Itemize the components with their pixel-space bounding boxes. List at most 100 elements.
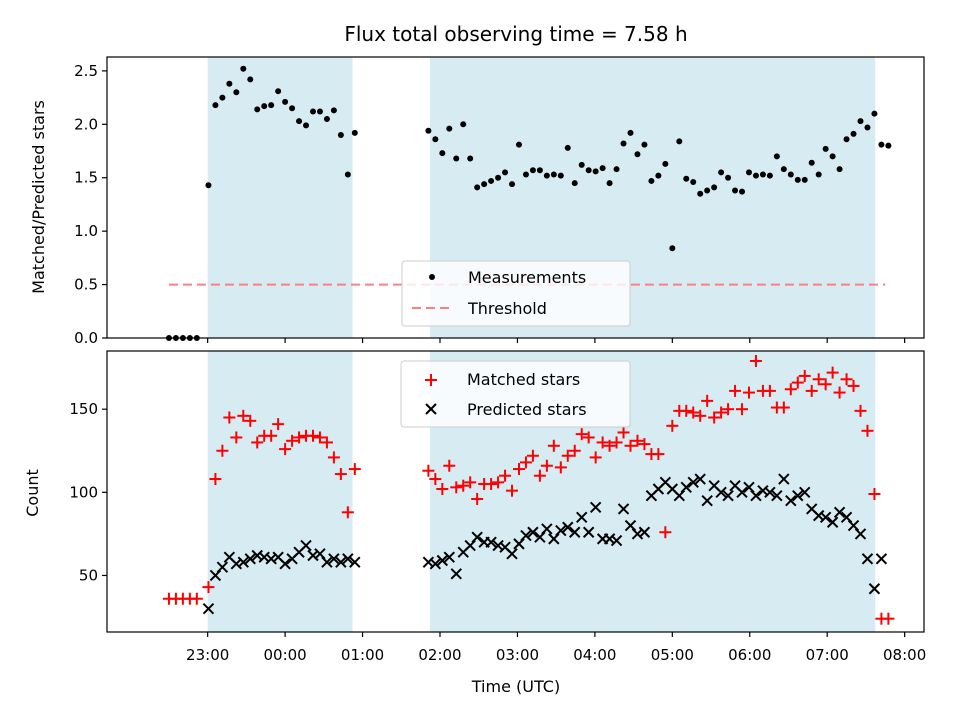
- legend-predicted-label: Predicted stars: [467, 400, 587, 419]
- predicted-star-point: [833, 506, 846, 518]
- matched-star-point: [443, 459, 456, 472]
- matched-star-point: [680, 404, 693, 417]
- measurement-point: [536, 167, 543, 174]
- measurement-point: [268, 102, 275, 109]
- measurement-point: [446, 125, 453, 132]
- y-tick-label: 1.5: [74, 169, 98, 187]
- matched-star-point: [429, 473, 442, 486]
- y-tick-label: 2.5: [74, 62, 98, 80]
- ratio-panel: 0.0 0.5 1.0 1.5 2.0 2.5 Matched/Predicted sta…: [29, 56, 925, 347]
- measurement-point: [871, 110, 878, 117]
- predicted-star-point: [680, 481, 692, 494]
- measurement-point: [683, 175, 690, 182]
- predicted-star-point: [736, 486, 748, 499]
- predicted-star-point: [443, 551, 455, 563]
- x-axis-label: Time (UTC): [471, 677, 560, 696]
- measurement-point: [801, 176, 808, 183]
- measurement-point: [529, 167, 536, 174]
- matched-star-point: [805, 384, 818, 397]
- predicted-star-point: [216, 561, 229, 573]
- predicted-star-point: [471, 531, 483, 543]
- matched-star-point: [631, 434, 644, 447]
- measurement-point: [843, 136, 850, 143]
- matched-star-point: [230, 431, 243, 444]
- measurement-point: [864, 124, 871, 131]
- measurement-point: [474, 184, 481, 191]
- predicted-star-point: [778, 473, 790, 485]
- measurement-point: [732, 187, 739, 194]
- matched-star-point: [687, 406, 700, 419]
- legend-matched-marker: [425, 374, 437, 386]
- predicted-star-point: [342, 553, 354, 565]
- legend-measurement-marker: [429, 274, 435, 280]
- measurement-point: [773, 153, 780, 160]
- measurement-point: [697, 190, 704, 197]
- measurement-point: [766, 172, 773, 179]
- matched-star-point: [554, 461, 567, 474]
- matched-star-point: [506, 484, 519, 497]
- x-tick-label: 07:00: [806, 646, 849, 664]
- count-axes-frame: [106, 350, 925, 633]
- matched-star-point: [596, 436, 609, 449]
- measurement-point: [634, 151, 641, 158]
- x-tick-label: 01:00: [341, 646, 384, 664]
- matched-star-point: [422, 464, 435, 477]
- measurement-point: [794, 176, 801, 183]
- matched-star-point: [547, 439, 560, 452]
- observing-window-1: [207, 57, 353, 338]
- predicted-star-point: [335, 556, 347, 568]
- measurement-point: [822, 145, 829, 152]
- predicted-star-point: [541, 523, 553, 535]
- measurement-point: [752, 172, 759, 179]
- matched-star-point: [729, 384, 742, 397]
- y-tick-label: 100: [69, 483, 98, 501]
- matched-star-point: [791, 376, 804, 389]
- predicted-star-point: [750, 489, 762, 502]
- measurement-point: [718, 169, 725, 176]
- predicted-star-point: [638, 526, 651, 538]
- matched-star-point: [868, 487, 881, 500]
- legend-matched-label: Matched stars: [467, 370, 580, 389]
- matched-star-point: [708, 411, 721, 424]
- measurement-point: [219, 94, 226, 101]
- matched-star-point: [190, 592, 203, 605]
- measurement-point: [669, 245, 676, 252]
- predicted-star-point: [875, 553, 888, 565]
- matched-star-point: [348, 463, 361, 476]
- predicted-star-point: [321, 556, 333, 568]
- measurement-point: [550, 171, 557, 178]
- predicted-star-point: [485, 536, 497, 548]
- measurement-point: [282, 98, 289, 105]
- matched-star-point: [216, 444, 229, 457]
- measurement-point: [432, 136, 439, 143]
- matched-star-point: [464, 476, 477, 489]
- matched-star-point: [736, 403, 749, 416]
- measurement-point: [212, 102, 219, 109]
- matched-star-point: [202, 581, 215, 594]
- measurement-point: [495, 174, 502, 181]
- predicted-star-point: [562, 521, 574, 533]
- measurement-point: [453, 155, 460, 162]
- matched-star-point: [749, 354, 762, 367]
- matched-star-point: [485, 478, 498, 491]
- measurement-point: [662, 160, 669, 167]
- predicted-star-point: [792, 489, 804, 502]
- measurement-point: [425, 127, 432, 134]
- matched-star-point: [722, 403, 735, 416]
- predicted-star-point: [687, 476, 699, 489]
- predicted-star-point: [450, 568, 462, 580]
- measurement-point: [247, 76, 254, 83]
- measurement-point: [690, 179, 697, 186]
- predicted-star-point: [861, 553, 874, 565]
- measurement-point: [704, 187, 711, 194]
- x-tick-label: 06:00: [728, 646, 771, 664]
- measurement-point: [620, 140, 627, 147]
- matched-star-point: [784, 383, 797, 396]
- predicted-star-point: [868, 583, 881, 595]
- predicted-star-point: [589, 501, 602, 514]
- measurement-point: [488, 177, 495, 184]
- matched-star-point: [223, 411, 236, 424]
- matched-star-point: [272, 418, 285, 431]
- matched-star-point: [499, 469, 512, 482]
- predicted-star-point: [520, 529, 532, 542]
